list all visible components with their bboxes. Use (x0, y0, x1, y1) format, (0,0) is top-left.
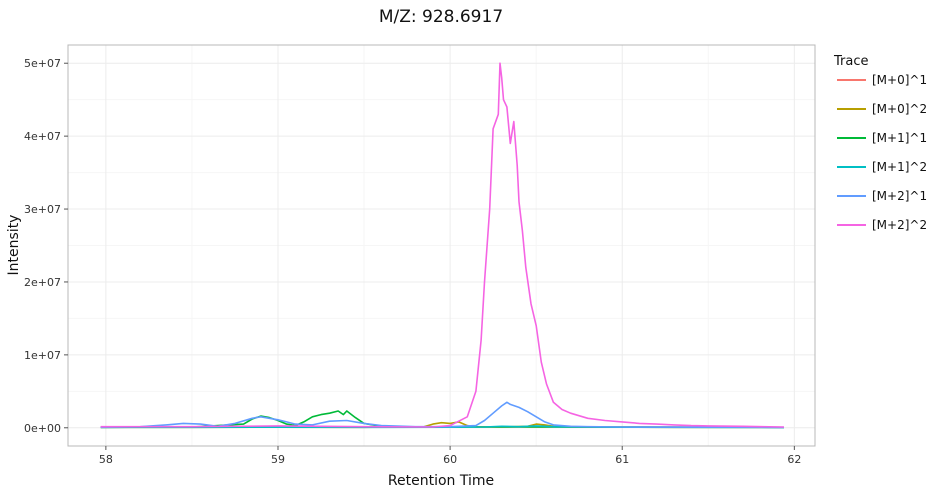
y-axis-title: Intensity (6, 215, 22, 276)
legend-label: [M+2]^2 (872, 218, 927, 232)
series-line (100, 401, 785, 429)
series-line (100, 62, 785, 428)
chart-title: M/Z: 928.6917 (379, 7, 503, 27)
legend-label: [M+0]^1 (872, 73, 927, 87)
x-tick-label: 60 (443, 453, 457, 466)
legend-label: [M+2]^1 (872, 189, 927, 203)
grid (68, 45, 815, 446)
y-tick-label: 4e+07 (24, 130, 61, 143)
x-axis-title: Retention Time (388, 473, 494, 489)
series-lines (100, 62, 785, 429)
plot-panel (67, 44, 816, 447)
x-axis: 58 59 60 61 62 (99, 446, 801, 466)
y-tick-label: 2e+07 (24, 276, 61, 289)
x-tick-label: 59 (271, 453, 285, 466)
y-tick-label: 5e+07 (24, 57, 61, 70)
y-tick-label: 0e+00 (24, 422, 61, 435)
x-tick-label: 62 (787, 453, 801, 466)
legend: Trace [M+0]^1 [M+0]^2 [M+1]^1 [M+1]^2 [M+2]^… (833, 54, 927, 232)
legend-label: [M+0]^2 (872, 102, 927, 116)
panel-border (67, 44, 816, 447)
y-tick-label: 3e+07 (24, 203, 61, 216)
x-tick-label: 61 (615, 453, 629, 466)
legend-title: Trace (833, 54, 869, 69)
y-axis: 0e+00 1e+07 2e+07 3e+07 4e+07 5e+07 (24, 57, 68, 435)
legend-label: [M+1]^1 (872, 131, 927, 145)
legend-label: [M+1]^2 (872, 160, 927, 174)
y-tick-label: 1e+07 (24, 349, 61, 362)
x-tick-label: 58 (99, 453, 113, 466)
